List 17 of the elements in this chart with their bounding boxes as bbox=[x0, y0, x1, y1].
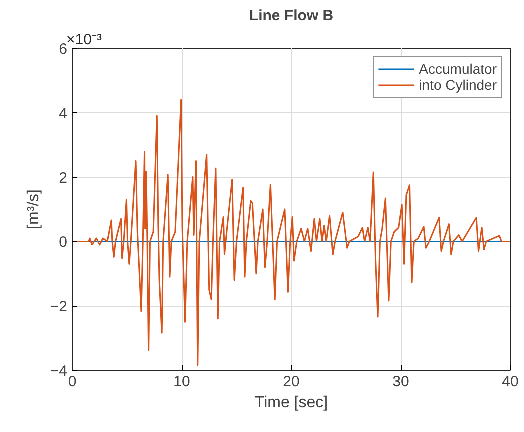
y-tick-label: −4 bbox=[50, 363, 68, 380]
x-tick-label: 30 bbox=[392, 374, 410, 390]
legend-label: Accumulator bbox=[419, 61, 497, 77]
legend-label: into Cylinder bbox=[419, 77, 497, 93]
y-tick-label: 4 bbox=[59, 105, 68, 122]
y-tick-label: 6 bbox=[59, 41, 68, 58]
chart-title: Line Flow B bbox=[249, 8, 334, 24]
y-tick-label: 2 bbox=[59, 170, 68, 187]
x-tick-label: 10 bbox=[174, 374, 190, 390]
y-tick-label: 0 bbox=[59, 234, 68, 252]
y-tick-label: −2 bbox=[50, 298, 68, 316]
x-tick-label: 20 bbox=[283, 374, 300, 390]
y-axis-title: [m³/s] bbox=[25, 189, 42, 230]
annotation: ×10⁻³ bbox=[66, 32, 102, 48]
x-tick-label: 40 bbox=[502, 374, 519, 390]
x-axis-title: Time [sec] bbox=[254, 394, 328, 412]
line-series bbox=[72, 99, 510, 366]
